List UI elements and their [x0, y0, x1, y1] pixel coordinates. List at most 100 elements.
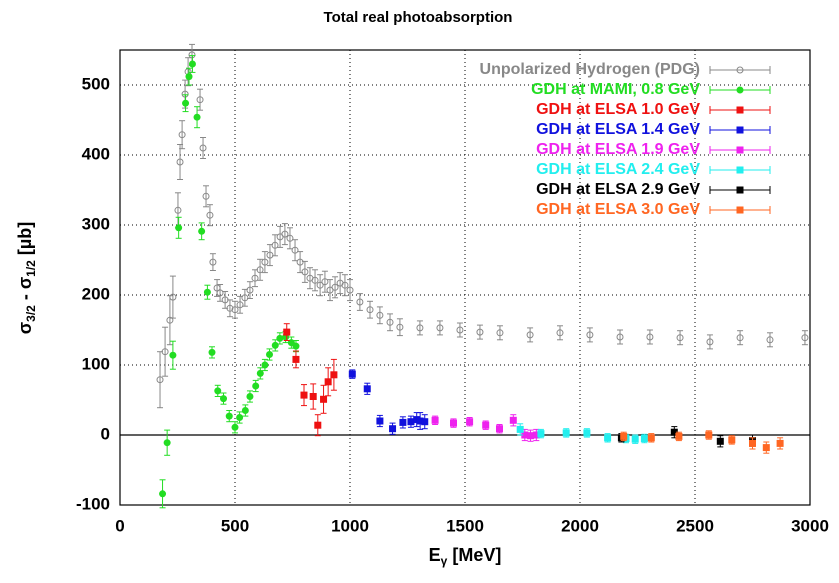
- marker: [407, 418, 415, 426]
- marker: [236, 414, 244, 421]
- marker: [292, 355, 300, 363]
- marker: [185, 73, 193, 81]
- marker: [521, 431, 529, 439]
- marker: [321, 278, 329, 286]
- marker: [616, 333, 624, 341]
- marker: [476, 328, 484, 336]
- marker: [324, 378, 332, 386]
- y-tick-label: 0: [101, 424, 110, 443]
- y-label-sub: 1/2: [24, 260, 38, 277]
- marker: [246, 393, 254, 400]
- legend-marker: [736, 106, 744, 114]
- marker: [266, 251, 274, 259]
- marker: [271, 241, 279, 249]
- marker: [496, 329, 504, 337]
- x-axis-label: Eγ [MeV]: [429, 545, 502, 568]
- marker: [556, 329, 564, 337]
- marker: [314, 421, 322, 429]
- marker: [198, 227, 206, 235]
- x-tick-label: 1000: [331, 516, 369, 535]
- x-tick-label: 2500: [676, 516, 714, 535]
- y-tick-label: 500: [82, 74, 110, 93]
- marker: [246, 286, 254, 294]
- legend-marker: [736, 186, 744, 194]
- legend-marker: [736, 146, 744, 154]
- y-label-main: σ: [15, 322, 35, 334]
- marker: [292, 342, 300, 350]
- marker: [214, 387, 222, 395]
- legend-label: GDH at ELSA 1.9 GeV: [536, 141, 700, 158]
- marker: [296, 258, 304, 266]
- y-label-sub: 3/2: [24, 305, 38, 322]
- plot-frame: [119, 49, 811, 506]
- marker: [178, 131, 186, 139]
- marker: [182, 99, 190, 107]
- legend-label: GDH at ELSA 3.0 GeV: [536, 201, 700, 218]
- marker: [801, 334, 809, 342]
- marker: [341, 281, 349, 289]
- legend-marker: [736, 126, 744, 134]
- marker: [716, 437, 724, 445]
- marker: [231, 423, 239, 431]
- marker: [749, 439, 756, 447]
- marker: [241, 407, 249, 414]
- marker: [705, 431, 713, 439]
- marker: [169, 351, 177, 359]
- marker: [208, 348, 216, 356]
- marker: [163, 439, 171, 447]
- marker: [586, 331, 594, 339]
- chart-title: Total real photoabsorption: [324, 9, 513, 26]
- marker: [252, 382, 260, 390]
- marker: [537, 430, 545, 438]
- marker: [482, 421, 490, 429]
- marker: [496, 425, 503, 433]
- marker: [251, 274, 259, 282]
- marker: [316, 281, 324, 289]
- marker: [261, 258, 269, 266]
- marker: [276, 334, 284, 342]
- marker: [311, 276, 319, 284]
- marker: [301, 268, 309, 276]
- legend-label: GDH at ELSA 2.4 GeV: [536, 161, 700, 178]
- marker: [206, 211, 214, 219]
- marker: [241, 294, 249, 302]
- marker: [356, 298, 364, 306]
- marker: [331, 283, 339, 291]
- marker: [271, 341, 279, 349]
- marker: [396, 323, 404, 331]
- x-label-main: E: [429, 545, 441, 565]
- marker: [421, 418, 429, 426]
- marker: [291, 246, 299, 254]
- marker: [220, 395, 227, 403]
- marker: [281, 230, 289, 238]
- legend-label: Unpolarized Hydrogen (PDG): [480, 61, 700, 78]
- marker: [728, 436, 736, 444]
- marker: [670, 428, 678, 436]
- legend-label: GDH at MAMI, 0.8 GeV: [531, 81, 700, 98]
- x-label-unit: [MeV]: [452, 545, 501, 565]
- marker: [436, 324, 444, 332]
- y-tick-label: 400: [82, 144, 110, 163]
- legend-marker: [736, 206, 744, 214]
- legend-label: GDH at ELSA 1.0 GeV: [536, 101, 700, 118]
- marker: [676, 334, 684, 342]
- marker: [766, 336, 774, 344]
- y-label-main: - σ: [15, 277, 35, 300]
- marker: [647, 434, 655, 442]
- marker: [431, 416, 439, 424]
- marker: [203, 288, 211, 296]
- marker: [604, 434, 612, 442]
- marker: [174, 206, 182, 214]
- marker: [526, 331, 534, 339]
- marker: [675, 432, 683, 440]
- y-tick-label: 100: [82, 354, 110, 373]
- marker: [532, 431, 540, 439]
- marker: [169, 293, 177, 301]
- y-tick-label: 300: [82, 214, 110, 233]
- x-tick-label: 500: [221, 516, 249, 535]
- x-tick-label: 2000: [561, 516, 599, 535]
- marker: [320, 395, 328, 403]
- legend-marker: [736, 86, 744, 94]
- marker: [256, 266, 264, 274]
- marker: [283, 328, 291, 336]
